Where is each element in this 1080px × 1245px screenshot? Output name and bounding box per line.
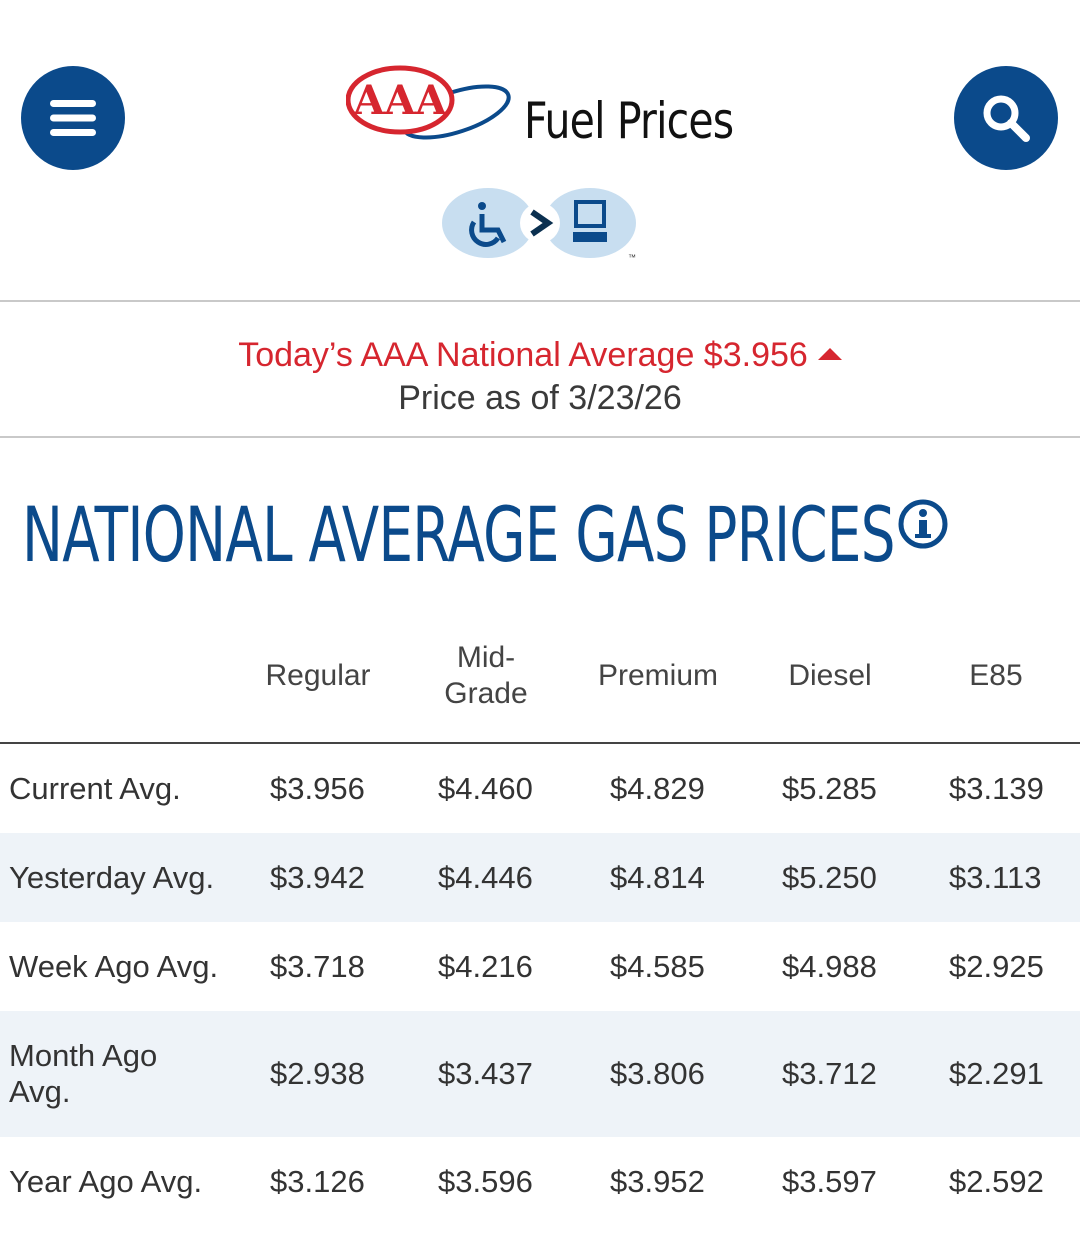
page-title: Fuel Prices bbox=[524, 92, 734, 150]
price-premium: $4.829 bbox=[610, 770, 705, 806]
price-diesel: $3.597 bbox=[782, 1163, 877, 1199]
price-premium: $3.952 bbox=[610, 1163, 705, 1199]
price-premium: $4.814 bbox=[610, 859, 705, 895]
col-e85: E85 bbox=[969, 659, 1023, 692]
wheelchair-icon bbox=[469, 202, 507, 247]
table-row: Yesterday Avg. $3.942 $4.446 $4.814 $5.2… bbox=[0, 833, 1080, 922]
col-diesel: Diesel bbox=[788, 659, 872, 692]
price-mid-grade: $4.460 bbox=[438, 770, 533, 806]
table-header: Regular Mid- Grade Premium Diesel E85 bbox=[0, 610, 1080, 744]
price-diesel: $3.712 bbox=[782, 1056, 877, 1091]
svg-text:™: ™ bbox=[628, 253, 636, 262]
row-label: Month Ago Avg. bbox=[9, 1038, 229, 1110]
price-diesel: $4.988 bbox=[782, 948, 877, 984]
price-regular: $3.126 bbox=[270, 1163, 365, 1199]
price-regular: $3.718 bbox=[270, 948, 365, 984]
aaa-logo[interactable]: AAA bbox=[345, 62, 516, 162]
row-label: Current Avg. bbox=[9, 770, 181, 806]
accessibility-widget[interactable]: ™ bbox=[440, 186, 640, 266]
price-diesel: $5.285 bbox=[782, 770, 877, 806]
price-as-of: Price as of 3/23/26 bbox=[398, 379, 682, 417]
hamburger-menu-icon bbox=[50, 100, 96, 136]
menu-button[interactable] bbox=[21, 66, 125, 170]
price-e85: $3.139 bbox=[949, 770, 1044, 806]
arrow-icon bbox=[530, 209, 554, 237]
search-icon bbox=[983, 95, 1030, 142]
col-regular: Regular bbox=[265, 659, 371, 692]
computer-icon bbox=[573, 200, 607, 242]
row-label: Year Ago Avg. bbox=[9, 1163, 203, 1199]
price-mid-grade: $3.437 bbox=[438, 1056, 533, 1091]
table-row: Current Avg. $3.956 $4.460 $4.829 $5.285… bbox=[0, 744, 1080, 833]
national-average-notice: Today’s AAA National Average $3.956 Pric… bbox=[0, 302, 1080, 438]
today-average[interactable]: Today’s AAA National Average $3.956 bbox=[0, 336, 1080, 375]
row-label-line1: Month Ago bbox=[9, 1038, 158, 1073]
price-regular: $3.942 bbox=[270, 859, 365, 895]
col-mid-grade-line2: Grade bbox=[444, 677, 528, 710]
up-triangle-icon bbox=[817, 348, 842, 360]
price-mid-grade: $3.596 bbox=[438, 1163, 533, 1199]
col-mid-grade-line1: Mid- bbox=[456, 641, 516, 674]
section-title: NATIONAL AVERAGE GAS PRICES bbox=[22, 490, 896, 579]
price-regular: $3.956 bbox=[270, 770, 365, 806]
search-button[interactable] bbox=[954, 66, 1058, 170]
col-mid-grade: Mid- Grade bbox=[420, 640, 552, 712]
price-mid-grade: $4.446 bbox=[438, 859, 533, 895]
table-row: Year Ago Avg. $3.126 $3.596 $3.952 $3.59… bbox=[0, 1137, 1080, 1226]
today-average-text[interactable]: Today’s AAA National Average $3.956 bbox=[238, 336, 808, 374]
price-premium: $3.806 bbox=[610, 1056, 705, 1091]
svg-text:AAA: AAA bbox=[352, 77, 447, 124]
info-icon[interactable] bbox=[897, 498, 949, 550]
price-diesel: $5.250 bbox=[782, 859, 877, 895]
row-label: Yesterday Avg. bbox=[9, 859, 215, 895]
price-e85: $2.291 bbox=[949, 1056, 1044, 1091]
col-premium: Premium bbox=[597, 659, 718, 692]
gas-prices-table: Regular Mid- Grade Premium Diesel E85 Cu… bbox=[0, 610, 1080, 1226]
price-mid-grade: $4.216 bbox=[438, 948, 533, 984]
price-regular: $2.938 bbox=[270, 1056, 365, 1091]
site-header: AAA Fuel Prices ™ bbox=[0, 0, 1080, 302]
price-e85: $2.592 bbox=[949, 1163, 1044, 1199]
price-e85: $3.113 bbox=[949, 859, 1042, 895]
table-row: Week Ago Avg. $3.718 $4.216 $4.585 $4.98… bbox=[0, 922, 1080, 1011]
row-label: Week Ago Avg. bbox=[9, 948, 219, 984]
price-e85: $2.925 bbox=[949, 948, 1044, 984]
table-row: Month Ago Avg. $2.938 $3.437 $3.806 $3.7… bbox=[0, 1011, 1080, 1137]
price-premium: $4.585 bbox=[610, 948, 705, 984]
row-label-line2: Avg. bbox=[9, 1074, 71, 1109]
